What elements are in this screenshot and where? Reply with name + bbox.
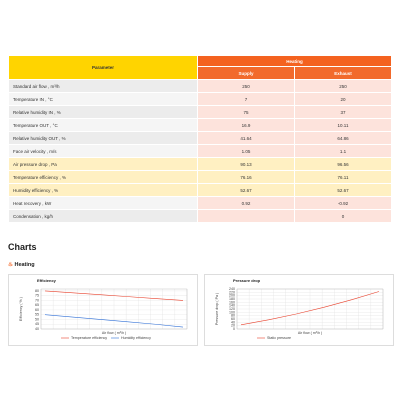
series-line (44, 290, 184, 301)
y-tick-label: 140 (229, 304, 235, 308)
label-cell: Relative humidity OUT , % (8, 131, 198, 145)
label-cell: Heat recovery , kW (8, 196, 198, 210)
y-tick-label: 40 (35, 327, 39, 331)
y-tick-label: 20 (231, 324, 235, 328)
y-tick-label: 160 (229, 300, 235, 304)
value-cell: 76.11 (294, 170, 392, 184)
y-tick-label: 100 (229, 310, 235, 314)
label-cell: Temperature OUT , °C (8, 118, 198, 132)
value-cell: 0 (294, 209, 392, 223)
chart-title: Pressure drop (233, 278, 261, 283)
table-row: Relative humidity OUT , % 41.64 64.86 (8, 131, 392, 145)
value-cell: 52.67 (294, 183, 392, 197)
y-tick-label: 200 (229, 294, 235, 298)
value-cell: 16.9 (197, 118, 295, 132)
series-line (240, 291, 380, 326)
value-cell: 7 (197, 92, 295, 106)
y-tick-label: 65 (35, 303, 39, 307)
value-cell: 20 (294, 92, 392, 106)
label-cell: Condensation , kg/h (8, 209, 198, 223)
y-tick-label: 80 (35, 289, 39, 293)
section-title: Charts (8, 242, 37, 252)
legend-label: Temperature efficiency (71, 336, 107, 340)
legend-label: Humidity efficiency (121, 336, 151, 340)
table-row: Face air velocity , m/s 1.05 1.1 (8, 144, 392, 158)
header: Heating (197, 55, 392, 67)
y-tick-label: 220 (229, 290, 235, 294)
y-tick-label: 60 (35, 308, 39, 312)
table-row: Temperature IN , °C 7 20 (8, 92, 392, 106)
x-axis-label: Air flow ( m³/h ) (298, 331, 322, 335)
label-cell: Relative humidity IN , % (8, 105, 198, 119)
value-cell: 250 (197, 79, 295, 93)
value-cell: 41.64 (197, 131, 295, 145)
y-axis-label: Pressure drop ( Pa ) (215, 293, 219, 325)
value-cell: 75 (197, 105, 295, 119)
y-tick-label: 240 (229, 287, 235, 291)
header: Exhaust (294, 66, 392, 80)
label-cell: Face air velocity , m/s (8, 144, 198, 158)
label-cell: Standard air flow , m³/h (8, 79, 198, 93)
y-tick-label: 120 (229, 307, 235, 311)
plot-frame (40, 288, 188, 330)
value-cell: 90.13 (197, 157, 295, 171)
legend-label: Static pressure (267, 336, 291, 340)
label-cell: Humidity efficiency , % (8, 183, 198, 197)
value-cell: 64.86 (294, 131, 392, 145)
chart: Pressure drop Pressure drop ( Pa ) Air flo… (204, 274, 394, 346)
value-cell: 76.16 (197, 170, 295, 184)
table-row: Temperature efficiency , % 76.16 76.11 (8, 170, 392, 184)
x-axis-label: Air flow ( m³/h ) (102, 331, 126, 335)
y-tick-label: 75 (35, 294, 39, 298)
value-cell: 10.11 (294, 118, 392, 132)
table-row: Standard air flow , m³/h 250 250 (8, 79, 392, 93)
table-row: Humidity efficiency , % 52.67 52.67 (8, 183, 392, 197)
value-cell: 1.05 (197, 144, 295, 158)
y-tick-label: 40 (231, 320, 235, 324)
chart: Efficiency Efficiency ( % ) Air flow ( m³/… (8, 274, 198, 346)
y-tick-label: 50 (35, 317, 39, 321)
value-cell: -0.92 (294, 196, 392, 210)
results-table: Parameter Heating Supply Exhaust Standar… (8, 55, 392, 223)
table-row: Temperature OUT , °C 16.9 10.11 (8, 118, 392, 132)
y-axis-label: Efficiency ( % ) (19, 297, 23, 321)
y-tick-label: 0 (233, 327, 235, 331)
value-cell: 250 (294, 79, 392, 93)
value-cell (197, 209, 295, 223)
value-cell: 52.67 (197, 183, 295, 197)
label-cell: Temperature efficiency , % (8, 170, 198, 184)
y-tick-label: 45 (35, 322, 39, 326)
table-row: Heat recovery , kW 0.92 -0.92 (8, 196, 392, 210)
header: Parameter (8, 55, 198, 80)
y-tick-label: 70 (35, 298, 39, 302)
header: Supply (197, 66, 295, 80)
section-subtitle: ♨ Heating (8, 262, 35, 268)
label-cell: Air pressure drop , Pa (8, 157, 198, 171)
table-row: Air pressure drop , Pa 90.13 96.56 (8, 157, 392, 171)
y-tick-label: 180 (229, 297, 235, 301)
series-line (44, 314, 184, 328)
label-cell: Temperature IN , °C (8, 92, 198, 106)
table-row: Condensation , kg/h 0 (8, 209, 392, 223)
y-tick-label: 60 (231, 317, 235, 321)
subtitle-text: Heating (14, 262, 35, 268)
value-cell: 96.56 (294, 157, 392, 171)
y-tick-label: 80 (231, 314, 235, 318)
chart-title: Efficiency (37, 278, 57, 283)
value-cell: 37 (294, 105, 392, 119)
value-cell: 1.1 (294, 144, 392, 158)
value-cell: 0.92 (197, 196, 295, 210)
table-row: Relative humidity IN , % 75 37 (8, 105, 392, 119)
plot-frame (236, 288, 384, 330)
y-tick-label: 55 (35, 313, 39, 317)
